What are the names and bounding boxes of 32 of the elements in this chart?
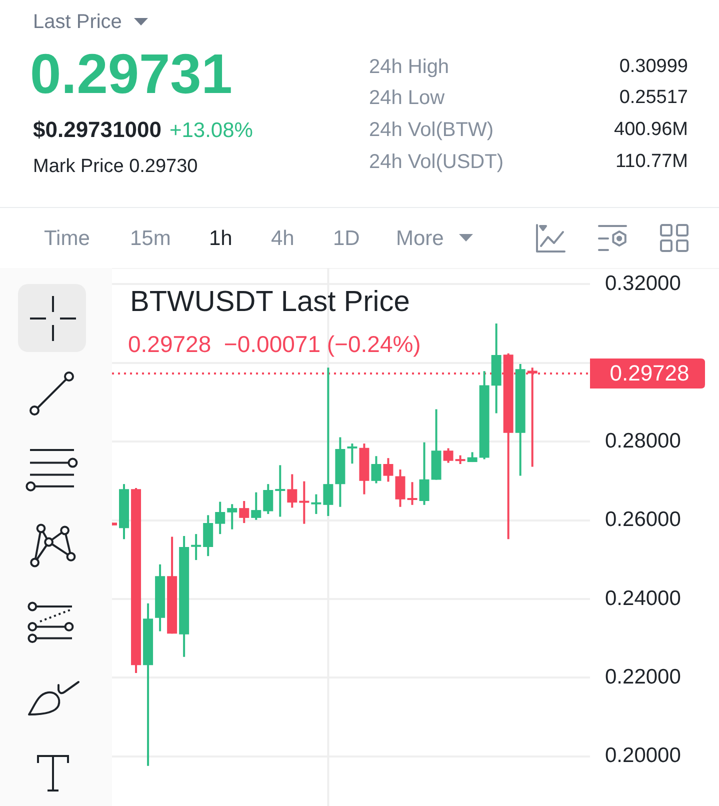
text: 0.30999 — [619, 56, 688, 78]
y-tick-label: 0.26000 — [605, 508, 681, 532]
text: Mark Price 0.29730 — [33, 156, 198, 178]
text: 1D — [333, 226, 360, 252]
text: +13.08% — [169, 118, 253, 142]
y-tick-label: 0.22000 — [605, 665, 681, 688]
text: BTWUSDT Last Price — [130, 284, 410, 320]
y-tick-label: 0.20000 — [605, 744, 681, 768]
candlestick — [299, 481, 310, 524]
text: 24h Low — [369, 86, 445, 110]
text: 24h High — [369, 55, 450, 79]
text: 0.25517 — [619, 86, 688, 110]
text: More — [396, 226, 444, 252]
y-tick-label: 0.32000 — [605, 272, 681, 295]
text: $0.29731000 — [33, 116, 162, 142]
text: 1h — [209, 226, 232, 252]
text: 0.29728 −0.00071 (−0.24%) — [128, 331, 421, 359]
text: 400.96M — [614, 118, 688, 142]
text: 110.77M — [615, 150, 688, 174]
text: Time — [44, 226, 90, 252]
text: 24h Vol(USDT) — [369, 150, 504, 174]
candlestick — [275, 465, 286, 517]
text: 15m — [130, 226, 171, 252]
text: Last Price — [33, 10, 122, 34]
candlestick — [191, 534, 202, 560]
y-tick-label: 0.24000 — [605, 586, 681, 610]
candlestick — [407, 482, 418, 505]
text: 24h Vol(BTW) — [369, 118, 494, 142]
text: 0.29731 — [30, 41, 232, 108]
text: 4h — [271, 226, 294, 252]
y-tick-label: 0.28000 — [605, 429, 681, 452]
ref-line-label: 0.29728 — [610, 360, 690, 386]
